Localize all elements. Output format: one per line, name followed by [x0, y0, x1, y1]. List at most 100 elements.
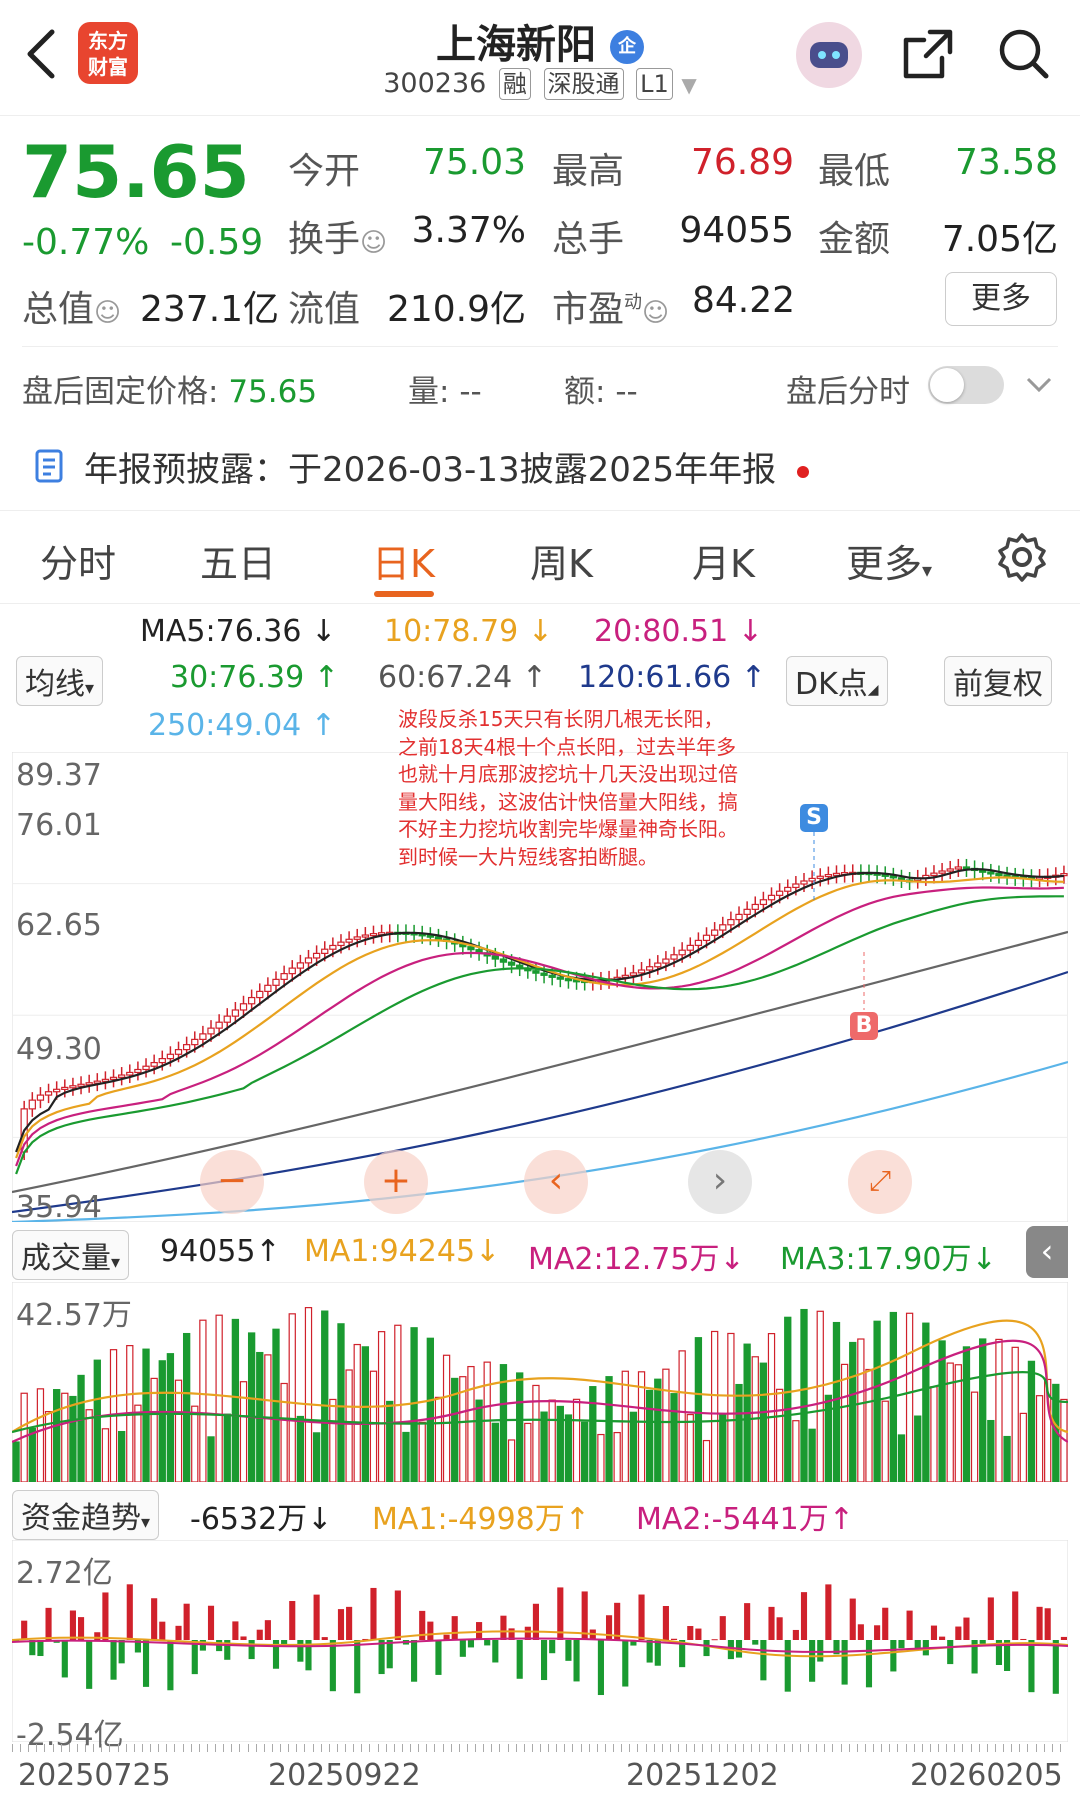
fund-bar — [776, 1617, 783, 1640]
open-value: 75.03 — [422, 142, 526, 183]
fund-chart[interactable] — [12, 1540, 1068, 1742]
candle — [800, 880, 808, 885]
fullscreen-button[interactable]: ⤢ — [848, 1150, 912, 1214]
candle — [337, 941, 345, 947]
tab-daily-k[interactable]: 日K — [372, 542, 435, 586]
collapse-panel-button[interactable]: ‹ — [1026, 1226, 1068, 1278]
candle — [556, 976, 564, 980]
dk-point-button[interactable]: DK点◢ — [786, 656, 888, 706]
date-tick — [848, 1744, 850, 1752]
candle — [434, 936, 443, 940]
adjust-button[interactable]: 前复权 — [944, 656, 1052, 706]
volume-bar — [304, 1307, 313, 1482]
tab-intraday[interactable]: 分时 — [40, 542, 117, 586]
back-icon[interactable] — [20, 26, 60, 82]
volume-bar — [816, 1310, 824, 1482]
chevron-down-icon[interactable]: ▼ — [681, 73, 697, 97]
date-tick — [694, 1744, 696, 1752]
date-tick — [767, 1744, 769, 1752]
tab-five-day[interactable]: 五日 — [200, 542, 277, 586]
sell-signal-marker[interactable]: S — [800, 804, 828, 832]
volume-selector[interactable]: 成交量▾ — [12, 1230, 130, 1280]
volume-ma3: MA3:17.90万↓ — [780, 1242, 997, 1277]
fund-bar — [500, 1615, 507, 1640]
tab-more[interactable]: 更多▾ — [846, 542, 933, 586]
date-tick — [580, 1744, 582, 1752]
volume-value: 94055↑ — [160, 1234, 281, 1269]
after-hours-toggle[interactable] — [928, 366, 1004, 404]
date-tick — [361, 1744, 363, 1752]
chevron-down-icon[interactable] — [1024, 370, 1054, 404]
tab-monthly-k[interactable]: 月K — [692, 542, 755, 586]
date-tick — [1035, 1744, 1037, 1752]
fund-bar — [386, 1640, 393, 1669]
fund-bar — [321, 1637, 328, 1640]
volume-bar — [166, 1353, 175, 1482]
volume-label: 总手 — [552, 219, 625, 260]
volume-bar — [962, 1346, 971, 1482]
candle — [629, 972, 638, 976]
report-notice[interactable]: 年报预披露：于2026-03-13披露2025年年报 — [84, 442, 809, 491]
mktcap-label: 总值☺ — [22, 289, 122, 330]
date-tick — [93, 1744, 95, 1752]
tab-weekly-k[interactable]: 周K — [530, 542, 593, 586]
float-label: 流值 — [288, 289, 361, 330]
volume-bar — [564, 1414, 573, 1482]
search-icon[interactable] — [996, 26, 1052, 82]
volume-bar — [865, 1368, 873, 1482]
zoom-out-button[interactable]: − — [200, 1150, 264, 1214]
volume-bar — [507, 1439, 516, 1482]
date-tick — [856, 1744, 858, 1752]
candle — [727, 918, 735, 926]
stock-title: 上海新阳 企 — [0, 12, 1080, 70]
fund-bar — [865, 1640, 873, 1688]
fund-bar — [337, 1609, 345, 1640]
fund-bar — [670, 1638, 678, 1640]
scroll-right-button[interactable]: › — [688, 1150, 752, 1214]
zoom-in-button[interactable]: + — [364, 1150, 428, 1214]
date-tick — [686, 1744, 688, 1752]
volume-bar — [946, 1362, 954, 1482]
fund-bar — [703, 1640, 710, 1657]
date-tick — [531, 1744, 533, 1752]
date-tick — [215, 1744, 217, 1752]
settings-gear-icon[interactable] — [996, 531, 1048, 587]
fund-bar — [1012, 1591, 1019, 1640]
candle — [719, 924, 727, 931]
candle — [223, 1015, 231, 1023]
date-tick — [621, 1744, 623, 1752]
kline-chart[interactable] — [12, 752, 1068, 1222]
fund-bar — [898, 1640, 905, 1649]
volume-bar — [329, 1398, 337, 1482]
date-tick — [280, 1744, 282, 1752]
volume-chart[interactable] — [12, 1282, 1068, 1482]
after-hours-price: 盘后固定价格: 75.65 — [22, 374, 318, 410]
candle — [808, 877, 816, 882]
ma-selector[interactable]: 均线▾ — [16, 656, 104, 706]
fund-bar — [37, 1640, 44, 1657]
scroll-left-button[interactable]: ‹ — [524, 1150, 588, 1214]
more-quote-button[interactable]: 更多 — [945, 272, 1057, 326]
fund-bar — [800, 1592, 808, 1640]
fund-bar — [549, 1640, 556, 1654]
fund-bar — [752, 1640, 759, 1645]
share-icon[interactable] — [900, 26, 956, 82]
ma-line — [15, 886, 1064, 1167]
date-tick — [718, 1744, 720, 1752]
fund-bar — [605, 1615, 613, 1640]
robot-assistant-icon[interactable] — [796, 22, 862, 88]
fund-bar — [69, 1610, 76, 1640]
date-tick — [345, 1744, 347, 1752]
candle — [280, 973, 288, 980]
date-label: 20250725 — [18, 1758, 171, 1793]
buy-signal-marker[interactable]: B — [850, 1012, 878, 1040]
kline-axis-label: 76.01 — [16, 808, 102, 843]
candle — [44, 1091, 53, 1096]
fund-selector[interactable]: 资金趋势▾ — [12, 1490, 160, 1540]
date-tick — [921, 1744, 923, 1752]
change-amount: -0.59 — [170, 222, 264, 263]
date-tick — [223, 1744, 225, 1752]
volume-bar — [694, 1337, 703, 1482]
volume-bar — [12, 1441, 20, 1482]
fund-bar — [849, 1598, 856, 1640]
